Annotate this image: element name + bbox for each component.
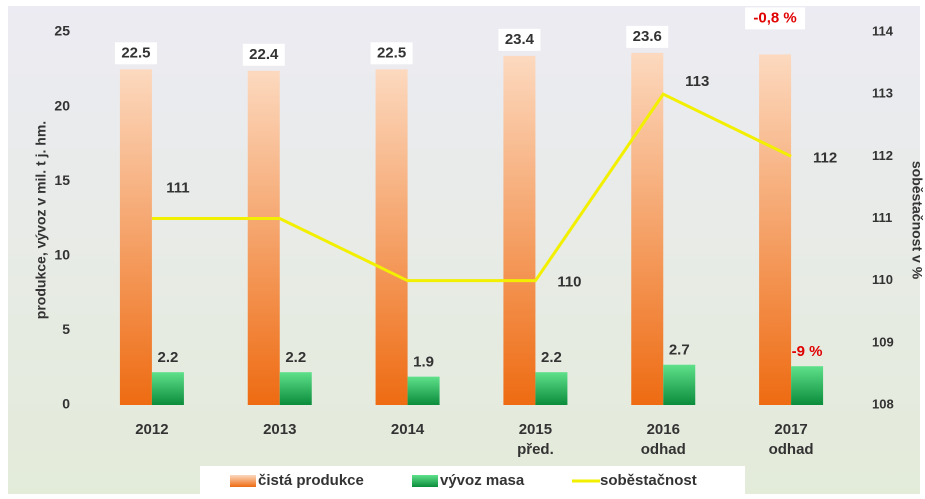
data-label: 112: [813, 149, 837, 166]
data-label: 2.2: [541, 349, 562, 366]
data-label: 23.6: [633, 28, 662, 45]
y-tick-label: 0: [62, 396, 70, 412]
x-tick-label: 2014: [391, 421, 425, 438]
y2-tick-label: 108: [872, 396, 894, 411]
x-tick-label: 2013: [263, 421, 296, 438]
legend-label: vývoz masa: [440, 472, 525, 489]
bar: [535, 372, 568, 405]
bar: [663, 364, 696, 405]
legend-swatch: [230, 475, 256, 487]
y-tick-label: 10: [54, 247, 70, 263]
y-tick-label: 5: [62, 321, 70, 337]
x-tick-label: 2016: [647, 421, 680, 438]
bar: [759, 54, 792, 405]
data-label: 111: [166, 179, 189, 196]
x-tick-label: 2012: [135, 421, 168, 438]
data-label: 22.4: [249, 46, 279, 63]
bar: [151, 372, 184, 405]
bar: [791, 366, 824, 405]
y-tick-label: 25: [54, 23, 70, 39]
bar: [119, 69, 152, 406]
x-tick-label: 2015: [519, 421, 552, 438]
y2-tick-label: 111: [872, 210, 892, 225]
bar: [279, 372, 312, 405]
line: [151, 92, 792, 283]
data-label-box: [498, 28, 541, 51]
legend-box: [200, 466, 745, 494]
x-tick-label: před.: [517, 441, 554, 458]
data-label: 23.4: [505, 31, 535, 48]
y2-tick-label: 113: [872, 86, 893, 101]
data-label-box: [242, 43, 285, 66]
data-label: 1.9: [413, 354, 434, 371]
x-tick-label: 2017: [774, 421, 807, 438]
y-tick-label: 20: [54, 97, 70, 113]
data-label: 2.2: [157, 349, 178, 366]
data-label: 2.2: [285, 349, 306, 366]
bar: [503, 55, 536, 405]
annotation: -9 %: [792, 343, 823, 360]
data-label: 113: [685, 73, 709, 90]
annotation-box: [745, 7, 806, 30]
y2-tick-label: 114: [872, 23, 894, 38]
y2-tick-label: 112: [872, 148, 893, 163]
data-label-box: [370, 42, 413, 65]
y2-axis-title: soběstačnost v %: [909, 161, 925, 280]
bar: [407, 376, 440, 405]
y2-tick-label: 109: [872, 334, 894, 349]
legend-label: čistá produkce: [258, 472, 364, 489]
legend-swatch: [412, 475, 438, 487]
data-label-box: [626, 25, 669, 48]
y-axis-title: produkce, vývoz v mil. t j. hm.: [33, 121, 49, 319]
data-label: 110: [557, 274, 581, 291]
x-tick-label: odhad: [641, 441, 686, 458]
y-tick-label: 15: [54, 172, 70, 188]
data-label-box: [114, 42, 157, 65]
annotation: -0,8 %: [753, 9, 796, 26]
bar: [631, 52, 664, 405]
x-tick-label: odhad: [769, 441, 814, 458]
legend-label: soběstačnost: [600, 472, 697, 489]
data-label: 22.5: [121, 44, 150, 61]
y2-tick-label: 110: [872, 272, 893, 287]
bar: [375, 69, 408, 406]
bar: [247, 70, 280, 406]
data-label: 2.7: [669, 342, 690, 359]
data-label: 22.5: [377, 44, 406, 61]
